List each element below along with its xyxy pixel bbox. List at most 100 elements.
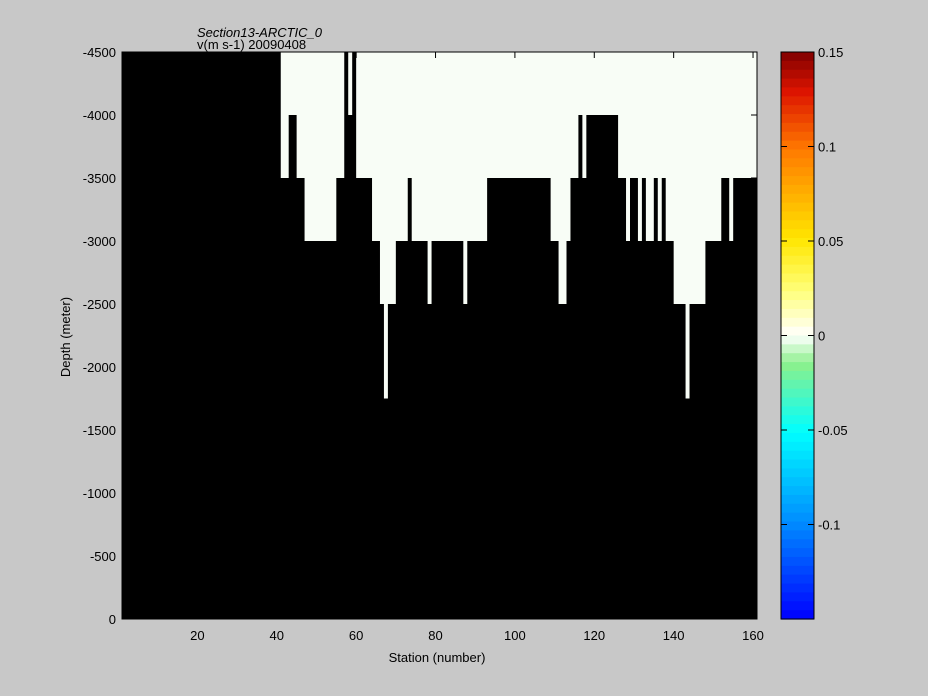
x-axis-label: Station (number) <box>389 650 486 665</box>
colorbar-cell <box>781 344 814 354</box>
colorbar-cell <box>781 601 814 611</box>
x-tick-label: 160 <box>742 628 764 643</box>
colorbar-cell <box>781 158 814 168</box>
colorbar-cell <box>781 60 814 71</box>
colorbar-cell <box>781 238 814 248</box>
y-tick-label: -4500 <box>83 45 116 60</box>
plot-area <box>121 51 758 620</box>
colorbar-cell <box>781 503 814 514</box>
colorbar-cell <box>781 255 814 266</box>
y-tick-label: -3000 <box>83 234 116 249</box>
y-tick-label: -500 <box>90 549 116 564</box>
colorbar-cell <box>781 494 814 505</box>
colorbar-cell <box>781 592 814 602</box>
colorbar-cell <box>781 291 814 301</box>
y-tick-label: 0 <box>109 612 116 627</box>
colorbar-tick-label: -0.05 <box>818 423 848 438</box>
colorbar-cell <box>781 370 814 381</box>
chart-title: Section13-ARCTIC_0 <box>197 25 323 40</box>
colorbar-cell <box>781 176 814 186</box>
colorbar-cell <box>781 415 814 425</box>
y-tick-label: -3500 <box>83 171 116 186</box>
colorbar-cell <box>781 246 814 257</box>
x-tick-label: 100 <box>504 628 526 643</box>
x-tick-label: 60 <box>349 628 363 643</box>
colorbar-cell <box>781 193 814 204</box>
colorbar-cell <box>781 78 814 89</box>
colorbar-cell <box>781 282 814 292</box>
colorbar-cell <box>781 441 814 452</box>
y-tick-label: -2000 <box>83 360 116 375</box>
colorbar-cell <box>781 131 814 142</box>
colorbar-tick-label: -0.1 <box>818 518 840 533</box>
colorbar-cell <box>781 530 814 540</box>
colorbar-cell <box>781 362 814 372</box>
colorbar-cell <box>781 521 814 532</box>
colorbar-cell <box>781 114 814 124</box>
colorbar-cell <box>781 308 814 319</box>
colorbar-cell <box>781 459 814 469</box>
colorbar-cell <box>781 406 814 416</box>
colorbar-cell <box>781 379 814 390</box>
colorbar-cell <box>781 229 814 239</box>
colorbar-cell <box>781 264 814 275</box>
x-tick-label: 80 <box>428 628 442 643</box>
chart-subtitle: v(m s-1) 20090408 <box>197 37 306 52</box>
colorbar-cell <box>781 450 814 461</box>
colorbar-tick-label: 0 <box>818 329 825 344</box>
colorbar-cell <box>781 397 814 407</box>
colorbar-cell <box>781 140 814 151</box>
colorbar-cell <box>781 211 814 221</box>
colorbar-cell <box>781 353 814 363</box>
x-tick-label: 140 <box>663 628 685 643</box>
colorbar-cell <box>781 87 814 97</box>
colorbar-cell <box>781 610 814 620</box>
colorbar-cell <box>781 388 814 399</box>
colorbar-cell <box>781 69 814 80</box>
colorbar-ticks: 0.15 0.1 0.05 0 -0.05 -0.1 <box>781 45 848 533</box>
y-axis-label: Depth (meter) <box>58 297 73 377</box>
colorbar-cell <box>781 512 814 523</box>
colorbar-cell <box>781 184 814 195</box>
colorbar-cell <box>781 317 814 328</box>
colorbar-cell <box>781 539 814 549</box>
x-tick-label: 20 <box>190 628 204 643</box>
colorbar-cell <box>781 273 814 283</box>
colorbar-tick-label: 0.1 <box>818 140 836 155</box>
colorbar-cell <box>781 565 814 576</box>
colorbar-cell <box>781 202 814 213</box>
bathymetry <box>122 52 757 619</box>
plot-frame <box>121 51 758 620</box>
colorbar-cell <box>781 335 814 345</box>
bathymetry-floor <box>122 52 757 619</box>
colorbar-cell <box>781 105 814 115</box>
colorbar-cell <box>781 574 814 585</box>
colorbar-cell <box>781 96 814 106</box>
colorbar-cell <box>781 556 814 567</box>
x-tick-label: 40 <box>270 628 284 643</box>
x-tick-label: 120 <box>583 628 605 643</box>
y-tick-label: -2500 <box>83 297 116 312</box>
colorbar-cell <box>781 326 814 337</box>
colorbar-cell <box>781 300 814 310</box>
colorbar-cell <box>781 486 814 496</box>
y-tick-label: -4000 <box>83 108 116 123</box>
y-tick-label: -1000 <box>83 486 116 501</box>
colorbar-cell <box>781 122 814 133</box>
colorbar-cell <box>781 149 814 159</box>
y-axis: 0 -500 -1000 -1500 -2000 -2500 -3000 -3500 -4000… <box>83 45 757 627</box>
colorbar-cell <box>781 220 814 230</box>
colorbar-scale <box>781 52 814 620</box>
colorbar-cell <box>781 583 814 594</box>
colorbar-tick-label: 0.05 <box>818 234 843 249</box>
colorbar-cell <box>781 52 814 62</box>
colorbar-cell <box>781 477 814 487</box>
colorbar-cell <box>781 424 814 434</box>
colorbar: 0.15 0.1 0.05 0 -0.05 -0.1 <box>780 45 848 620</box>
colorbar-cell <box>781 167 814 177</box>
x-axis: 20 40 60 80 100 120 140 160 <box>190 52 764 643</box>
y-tick-label: -1500 <box>83 423 116 438</box>
colorbar-cell <box>781 432 814 443</box>
colorbar-tick-label: 0.15 <box>818 45 843 60</box>
